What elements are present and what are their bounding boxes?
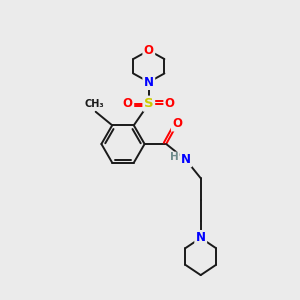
Text: N: N	[181, 153, 191, 166]
Text: O: O	[123, 97, 133, 110]
Text: O: O	[172, 117, 182, 130]
Text: S: S	[144, 97, 154, 110]
Text: CH₃: CH₃	[84, 99, 104, 110]
Text: N: N	[196, 231, 206, 244]
Text: O: O	[165, 97, 175, 110]
Text: O: O	[144, 44, 154, 57]
Text: N: N	[144, 76, 154, 88]
Text: H: H	[170, 152, 179, 162]
